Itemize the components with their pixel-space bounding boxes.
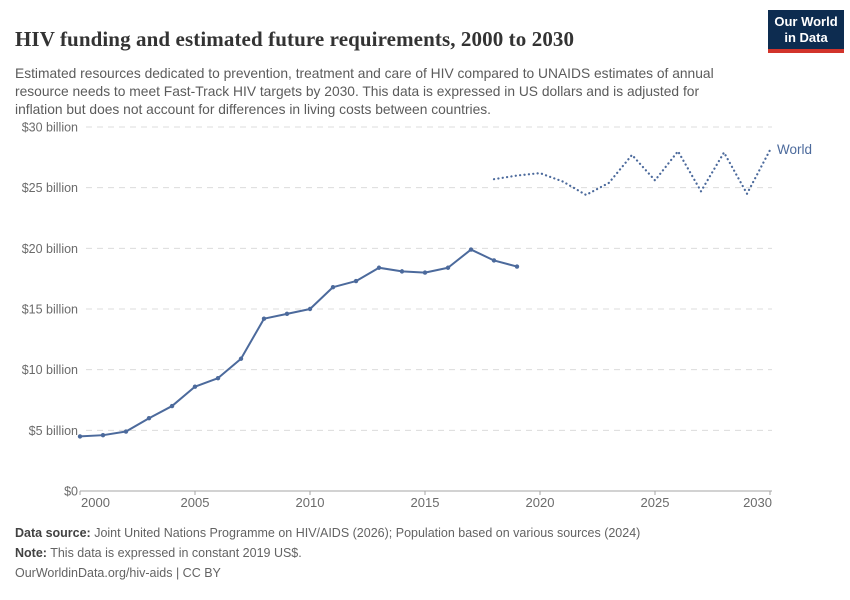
y-tick-label: $10 billion — [22, 363, 78, 377]
note-line: Note: This data is expressed in constant… — [15, 543, 640, 563]
data-point-marker — [215, 375, 221, 381]
series-line-actual — [79, 248, 518, 438]
data-point-marker — [284, 311, 290, 317]
data-point-marker — [376, 265, 382, 270]
data-source-text: Joint United Nations Programme on HIV/AI… — [90, 526, 641, 540]
data-point-marker — [123, 429, 129, 434]
y-tick-label: $30 billion — [22, 121, 78, 135]
citation-link[interactable]: OurWorldinData.org/hiv-aids | CC BY — [15, 566, 221, 580]
data-point-marker — [100, 432, 106, 438]
data-point-marker — [192, 384, 198, 389]
x-tick-label: 2015 — [411, 495, 440, 510]
data-source-label: Data source: — [15, 526, 91, 540]
data-point-marker — [330, 284, 336, 290]
data-point-marker — [445, 265, 451, 270]
data-point-marker — [261, 316, 267, 321]
chart-title: HIV funding and estimated future require… — [15, 27, 575, 52]
series-end-label: World — [777, 142, 812, 157]
data-point-marker — [514, 264, 520, 269]
y-tick-label: $0 — [64, 485, 78, 499]
data-point-marker — [146, 416, 152, 421]
citation-line: OurWorldinData.org/hiv-aids | CC BY — [15, 563, 640, 583]
data-point-marker — [399, 269, 405, 274]
data-point-marker — [307, 306, 313, 312]
y-tick-label: $5 billion — [29, 424, 78, 438]
x-tick-label: 2000 — [81, 495, 110, 510]
data-point-marker — [169, 403, 175, 409]
owid-logo[interactable]: Our World in Data — [768, 10, 844, 53]
y-tick-label: $20 billion — [22, 242, 78, 256]
x-tick-label: 2030 — [743, 495, 772, 510]
data-point-marker — [491, 258, 497, 263]
data-point-marker — [468, 247, 474, 252]
x-tick-label: 2025 — [641, 495, 670, 510]
note-label: Note: — [15, 546, 47, 560]
logo-line1: Our World — [774, 14, 838, 29]
y-tick-label: $25 billion — [22, 181, 78, 195]
chart-subtitle: Estimated resources dedicated to prevent… — [15, 65, 714, 117]
data-source-line: Data source: Joint United Nations Progra… — [15, 523, 640, 543]
data-point-marker — [422, 270, 428, 275]
logo-line2: in Data — [784, 30, 828, 45]
data-point-marker — [238, 356, 244, 361]
x-tick-label: 2020 — [526, 495, 555, 510]
data-point-marker — [77, 434, 83, 439]
x-tick-label: 2010 — [296, 495, 325, 510]
note-text: This data is expressed in constant 2019 … — [46, 546, 302, 560]
y-tick-label: $15 billion — [22, 303, 78, 317]
x-tick-label: 2005 — [181, 495, 210, 510]
series-line-projected — [492, 148, 772, 197]
data-point-marker — [353, 278, 359, 284]
chart-footer: Data source: Joint United Nations Progra… — [15, 523, 640, 583]
